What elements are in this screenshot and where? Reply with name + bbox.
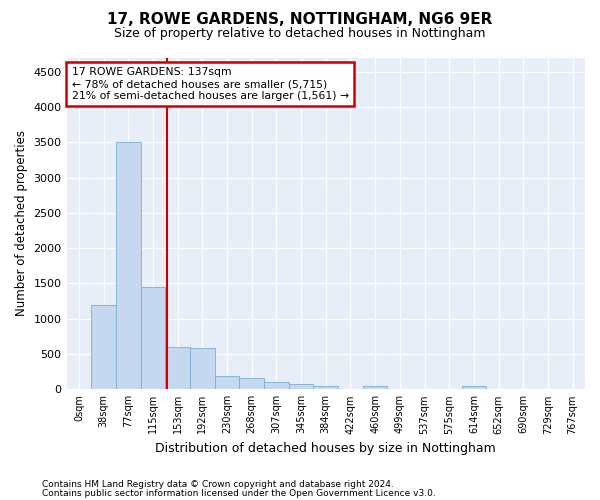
X-axis label: Distribution of detached houses by size in Nottingham: Distribution of detached houses by size … — [155, 442, 496, 455]
Bar — [289, 384, 313, 390]
Bar — [363, 386, 388, 390]
Text: Size of property relative to detached houses in Nottingham: Size of property relative to detached ho… — [114, 28, 486, 40]
Bar — [165, 347, 190, 390]
Bar — [116, 142, 140, 390]
Bar — [190, 348, 215, 390]
Bar — [313, 386, 338, 390]
Bar — [140, 287, 165, 390]
Bar — [264, 382, 289, 390]
Text: 17 ROWE GARDENS: 137sqm
← 78% of detached houses are smaller (5,715)
21% of semi: 17 ROWE GARDENS: 137sqm ← 78% of detache… — [72, 68, 349, 100]
Y-axis label: Number of detached properties: Number of detached properties — [15, 130, 28, 316]
Bar — [215, 376, 239, 390]
Text: Contains public sector information licensed under the Open Government Licence v3: Contains public sector information licen… — [42, 489, 436, 498]
Bar — [461, 386, 486, 390]
Bar — [239, 378, 264, 390]
Text: 17, ROWE GARDENS, NOTTINGHAM, NG6 9ER: 17, ROWE GARDENS, NOTTINGHAM, NG6 9ER — [107, 12, 493, 28]
Bar — [91, 304, 116, 390]
Text: Contains HM Land Registry data © Crown copyright and database right 2024.: Contains HM Land Registry data © Crown c… — [42, 480, 394, 489]
